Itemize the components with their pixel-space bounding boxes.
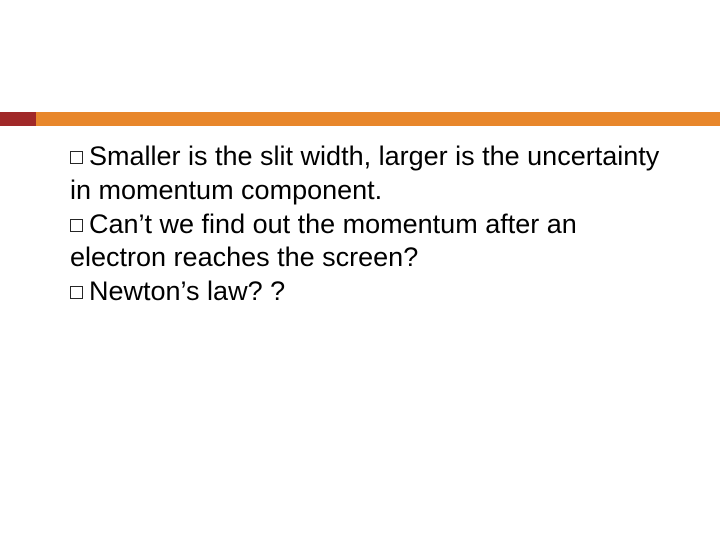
square-bullet-icon xyxy=(70,151,83,164)
list-item-text: Can’t we find out the momentum after an … xyxy=(70,209,577,273)
list-item-text: Smaller is the slit width, larger is the… xyxy=(70,141,659,205)
list-item: Can’t we find out the momentum after an … xyxy=(70,208,680,276)
slide-body: Smaller is the slit width, larger is the… xyxy=(70,140,680,309)
square-bullet-icon xyxy=(70,286,83,299)
square-bullet-icon xyxy=(70,219,83,232)
accent-bar-orange xyxy=(36,112,720,126)
list-item-text: Newton’s law? ? xyxy=(89,276,285,306)
accent-bar-red xyxy=(0,112,36,126)
list-item: Newton’s law? ? xyxy=(70,275,680,309)
accent-bar xyxy=(0,112,720,126)
title-area xyxy=(0,0,720,112)
list-item: Smaller is the slit width, larger is the… xyxy=(70,140,680,208)
